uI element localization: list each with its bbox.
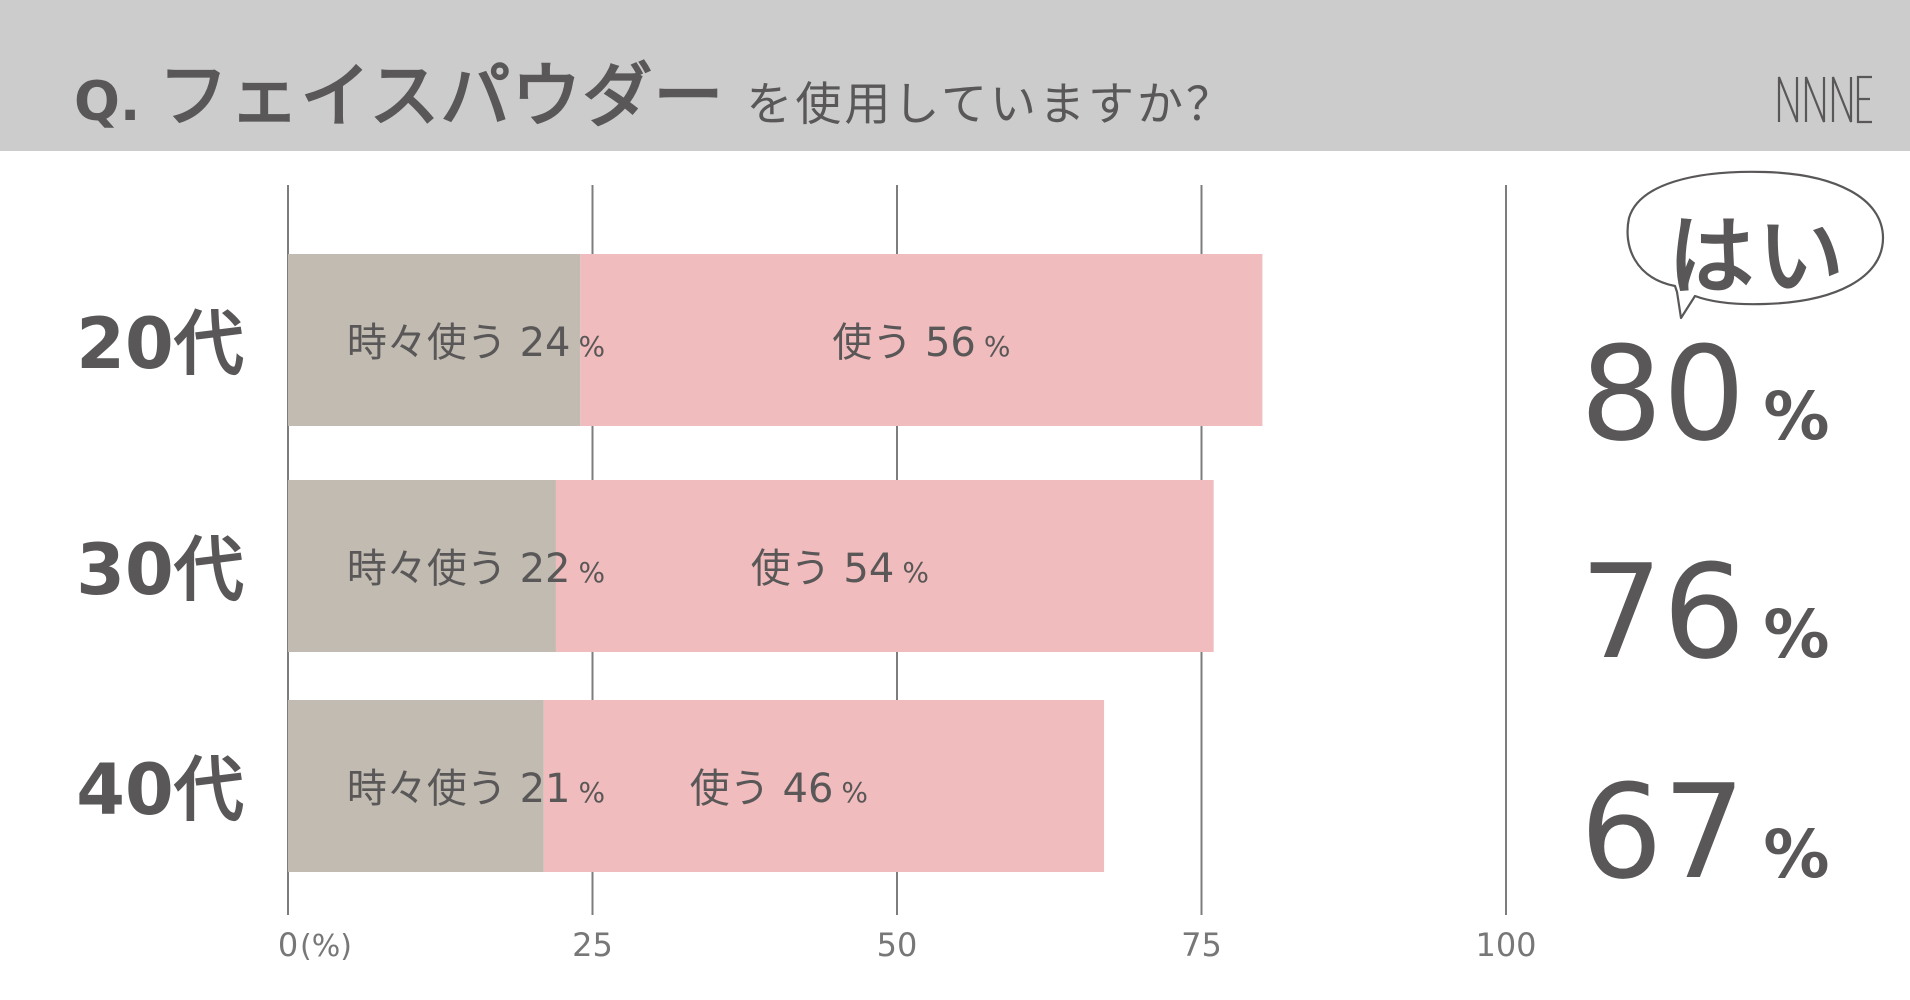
x-unit-label: (%) xyxy=(300,929,352,964)
data-label-text: 使う 54 xyxy=(751,546,895,592)
yes-label: はい xyxy=(1668,207,1848,307)
data-label: 使う 46% xyxy=(690,766,868,812)
data-label: 時々使う 22% xyxy=(347,546,605,592)
total-unit: % xyxy=(1763,816,1830,893)
bar-sometimes xyxy=(288,480,556,652)
data-label-text: 使う 56 xyxy=(832,320,976,366)
x-tick-label: 75 xyxy=(1181,926,1222,964)
data-label: 時々使う 21% xyxy=(347,766,605,812)
category-label: 30代 xyxy=(76,529,243,611)
data-label: 使う 54% xyxy=(751,546,929,592)
total-value: 67 xyxy=(1580,756,1746,908)
data-label-text: 時々使う 22 xyxy=(347,546,571,592)
total-percent-30s: 76% xyxy=(1580,536,1880,688)
data-label-text: 時々使う 24 xyxy=(347,320,571,366)
data-label: 使う 56% xyxy=(832,320,1010,366)
data-label-unit: % xyxy=(841,776,868,809)
speech-bubble-icon xyxy=(1626,170,1885,320)
nine-logo-icon xyxy=(1777,75,1872,124)
data-label-text: 時々使う 21 xyxy=(347,766,571,812)
total-unit: % xyxy=(1763,596,1830,673)
data-label-unit: % xyxy=(902,556,929,589)
category-label: 20代 xyxy=(76,303,243,385)
bar-use xyxy=(555,480,1214,652)
data-label-text: 使う 46 xyxy=(690,766,834,812)
total-value: 80 xyxy=(1580,318,1746,470)
x-tick-label: 0 xyxy=(278,926,298,964)
data-label-unit: % xyxy=(984,330,1011,363)
total-value: 76 xyxy=(1580,536,1746,688)
x-tick-label: 100 xyxy=(1475,926,1536,964)
data-label-unit: % xyxy=(579,330,606,363)
data-label: 時々使う 24% xyxy=(347,320,605,366)
question-text: を使用していますか？ xyxy=(746,77,1235,131)
bar-sometimes xyxy=(288,254,581,426)
bar-use xyxy=(543,700,1105,872)
data-label-unit: % xyxy=(579,556,606,589)
x-tick-label: 25 xyxy=(572,926,613,964)
bar-use xyxy=(580,254,1263,426)
total-percent-40s: 67% xyxy=(1580,756,1880,908)
question-title: Q. フェイスパウダー を使用していますか？ xyxy=(74,40,1235,137)
total-unit: % xyxy=(1763,378,1830,455)
header-bar: Q. フェイスパウダー を使用していますか？ xyxy=(0,0,1910,151)
bar-sometimes xyxy=(288,700,544,872)
bar-layer xyxy=(288,254,1263,872)
x-tick-label: 50 xyxy=(877,926,918,964)
stacked-bar-chart: 0 (%) 25 50 75 100 20代 時々使う 24% 使う 56 %30代 時々使う 2… xyxy=(76,185,1537,964)
question-prefix: Q. xyxy=(74,70,141,133)
data-label-unit: % xyxy=(579,776,606,809)
label-layer: 20代 時々使う 24% 使う 56 %30代 時々使う 22% 使う 54 %40代 時々使… xyxy=(76,303,1010,831)
question-subject: フェイスパウダー xyxy=(158,55,725,137)
total-percent-20s: 80% xyxy=(1580,318,1880,470)
category-label: 40代 xyxy=(76,749,243,831)
